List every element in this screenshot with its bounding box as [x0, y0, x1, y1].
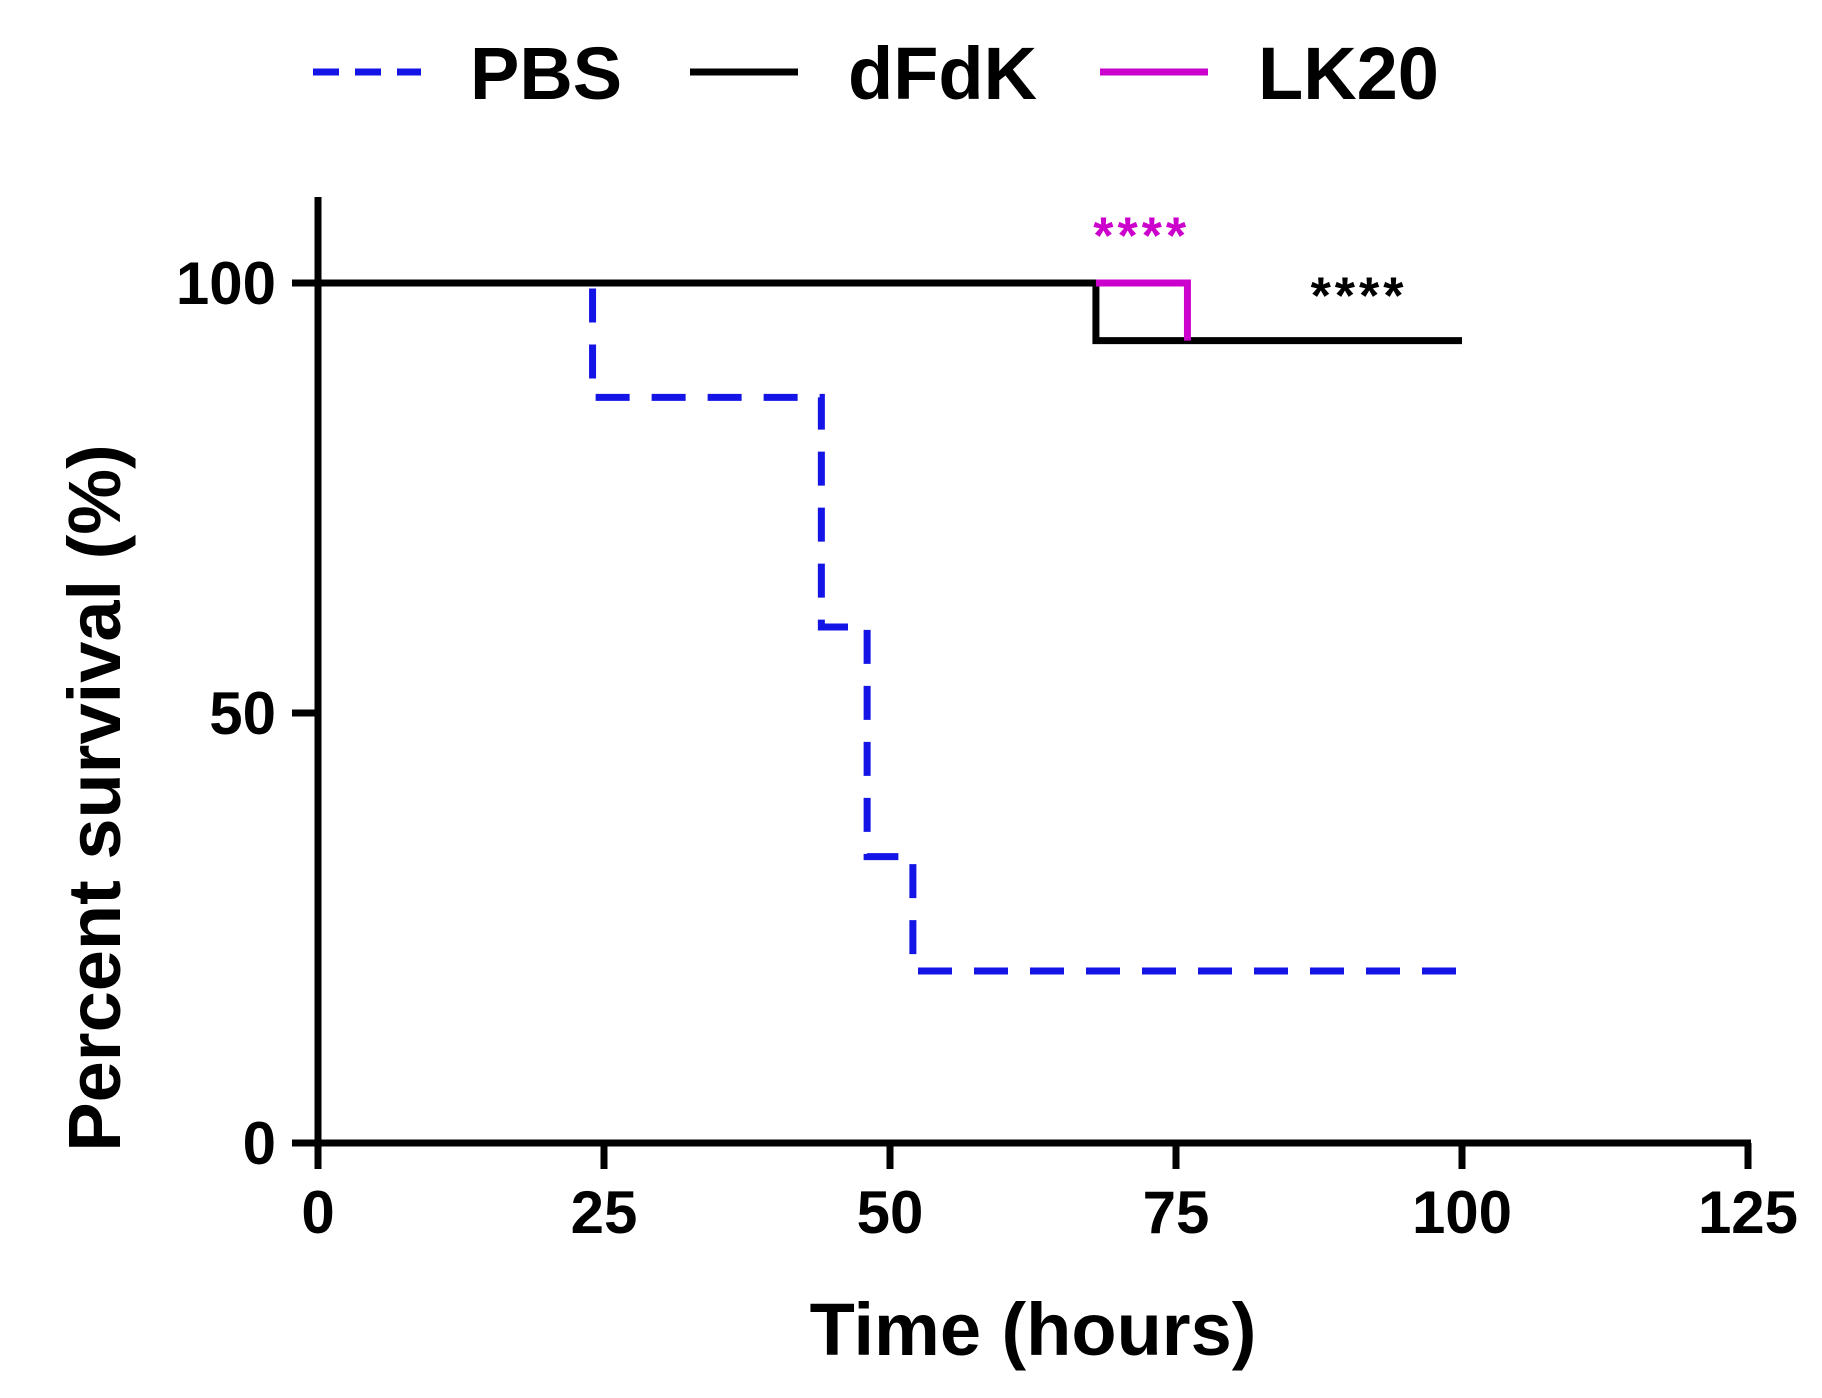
y-tick-label: 50	[209, 680, 276, 747]
x-axis-title: Time (hours)	[810, 1288, 1257, 1371]
axes: 0 25 50 75 100 125 0 50 100	[176, 197, 1798, 1246]
legend: PBS dFdK LK20	[313, 32, 1439, 115]
series-line-lk20	[1095, 279, 1191, 341]
series-line-pbs	[318, 279, 1462, 975]
significance-annotation: ****	[1311, 268, 1408, 326]
x-tick-label: 0	[301, 1179, 334, 1246]
legend-label-lk20: LK20	[1258, 32, 1439, 115]
x-tick-label: 125	[1698, 1179, 1798, 1246]
series-layer	[318, 279, 1462, 975]
series-line-dfdk	[318, 279, 1462, 345]
y-tick-label: 100	[176, 250, 276, 317]
y-axis-title: Percent survival (%)	[53, 444, 136, 1151]
x-tick-label: 100	[1412, 1179, 1512, 1246]
legend-label-dfdk: dFdK	[848, 32, 1037, 115]
x-tick-label: 50	[857, 1179, 924, 1246]
significance-annotation: ****	[1093, 207, 1190, 265]
legend-label-pbs: PBS	[470, 32, 622, 115]
x-tick-label: 25	[571, 1179, 638, 1246]
annotations: **** ****	[1093, 207, 1408, 326]
x-tick-label: 75	[1143, 1179, 1210, 1246]
y-tick-label: 0	[243, 1110, 276, 1177]
